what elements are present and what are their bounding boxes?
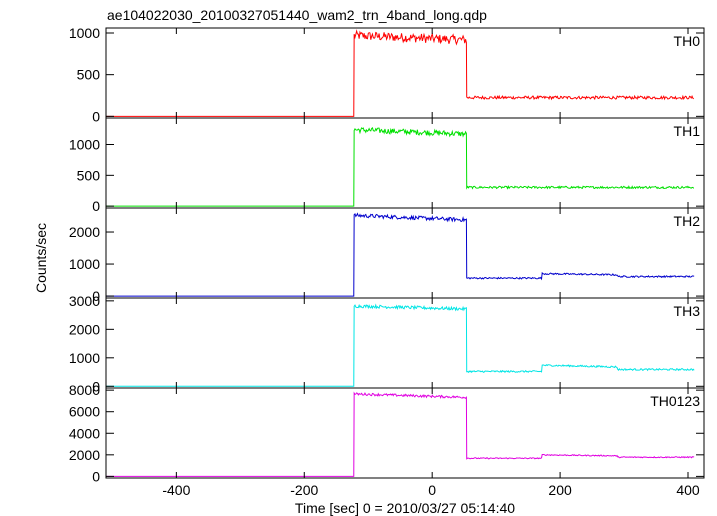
- series-line-th3: [106, 303, 695, 387]
- y-tick-label-th0123: 0: [92, 468, 100, 484]
- y-tick-label-th0123: 4000: [69, 425, 100, 441]
- y-tick-label-th1: 1000: [69, 137, 100, 153]
- y-tick-label-th1: 500: [77, 167, 101, 183]
- y-tick-label-th0123: 6000: [69, 404, 100, 420]
- y-tick-label-th2: 0: [92, 288, 100, 304]
- y-tick-label-th3: 0: [92, 378, 100, 394]
- y-tick-label-th0: 1000: [69, 25, 100, 41]
- panel-frame-th3: [105, 297, 705, 389]
- y-axis-title: Counts/sec: [33, 223, 49, 293]
- panel-label-th0: TH0: [674, 33, 701, 49]
- panel-frame-th0123: [105, 387, 705, 479]
- panel-label-th3: TH3: [674, 303, 701, 319]
- y-tick-label-th3: 3000: [69, 293, 100, 309]
- y-tick-label-th3: 1000: [69, 350, 100, 366]
- x-tick-label: 400: [676, 482, 700, 498]
- y-tick-label-th0: 0: [92, 108, 100, 124]
- series-line-th0: [106, 29, 695, 117]
- panel-label-th1: TH1: [674, 123, 701, 139]
- x-tick-label: 200: [548, 482, 572, 498]
- y-tick-label-th0123: 8000: [69, 382, 100, 398]
- series-line-th0123: [106, 391, 695, 477]
- x-axis-title: Time [sec] 0 = 2010/03/27 05:14:40: [295, 500, 515, 516]
- panel-frame-th2: [105, 207, 705, 299]
- y-tick-label-th0123: 2000: [69, 447, 100, 463]
- panel-label-th0123: TH0123: [650, 393, 700, 409]
- y-tick-label-th2: 2000: [69, 224, 100, 240]
- x-tick-label: -400: [162, 482, 190, 498]
- x-tick-label: 0: [428, 482, 436, 498]
- y-tick-label-th3: 2000: [69, 321, 100, 337]
- y-tick-label-th1: 0: [92, 198, 100, 214]
- panel-label-th2: TH2: [674, 213, 701, 229]
- x-tick-label: -200: [290, 482, 318, 498]
- series-line-th1: [106, 126, 695, 207]
- y-tick-label-th2: 1000: [69, 256, 100, 272]
- series-line-th2: [106, 212, 695, 297]
- chart-title: ae104022030_20100327051440_wam2_trn_4ban…: [107, 7, 487, 23]
- y-tick-label-th0: 500: [77, 67, 101, 83]
